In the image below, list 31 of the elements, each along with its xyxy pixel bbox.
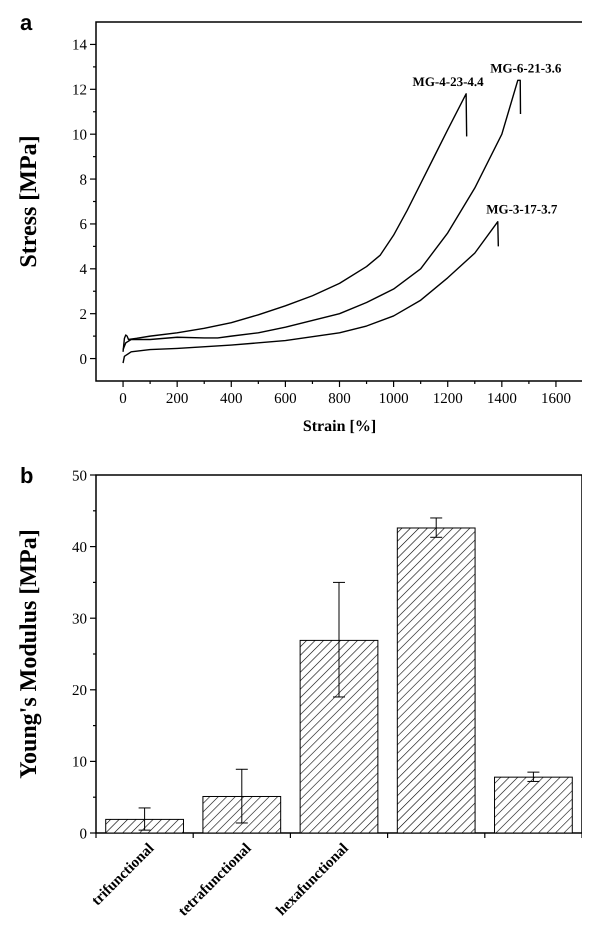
x-tick-label: 0 [119, 391, 127, 407]
y-tick-label: 0 [80, 352, 87, 368]
x-tick-label: 1600 [540, 391, 571, 407]
chart-title: a [20, 10, 33, 35]
x-tick-label: 1200 [432, 391, 463, 407]
y-tick-label: 50 [72, 468, 87, 484]
y-tick-label: 0 [80, 826, 87, 842]
series-label: MG-6-21-3.6 [490, 60, 562, 76]
y-tick-label: 4 [80, 262, 88, 278]
x-tick-label: 200 [166, 391, 188, 407]
y-tick-label: 14 [72, 38, 88, 54]
chart-title: b [20, 463, 34, 488]
y-tick-label: 30 [72, 611, 87, 628]
y-tick-label: 8 [80, 172, 87, 188]
y-tick-label: 6 [80, 217, 88, 234]
x-tick-label: 800 [328, 391, 351, 407]
x-tick-label: 600 [274, 391, 297, 407]
y-tick-label: 10 [72, 127, 87, 144]
x-tick-label: 1400 [486, 391, 517, 407]
x-tick-label: 400 [220, 391, 243, 407]
y-tick-label: 10 [72, 754, 87, 771]
x-tick-label: 1000 [378, 391, 409, 407]
series-label: MG-4-23-4.4 [412, 74, 484, 89]
series-label: MG-3-17-3.7 [486, 202, 558, 217]
y-axis-title: Young's Modulus [MPa] [16, 529, 42, 779]
y-tick-label: 20 [72, 683, 87, 700]
y-tick-label: 12 [72, 82, 87, 99]
x-axis-title: Strain [%] [302, 418, 376, 435]
y-tick-label: 40 [72, 540, 87, 556]
y-axis-title: Stress [MPa] [16, 135, 42, 268]
y-tick-label: 2 [80, 306, 87, 323]
